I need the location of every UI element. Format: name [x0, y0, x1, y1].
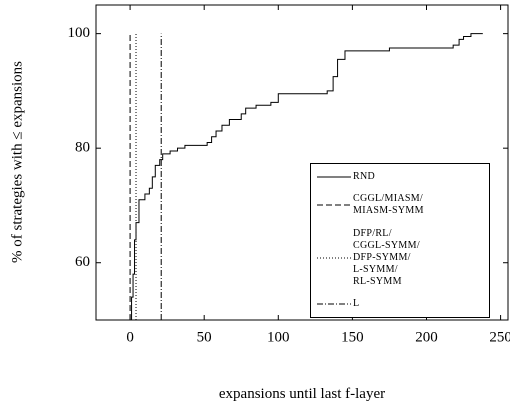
series-line: [130, 33, 483, 321]
x-tick-label: 250: [489, 329, 510, 345]
plot-frame: [95, 4, 509, 321]
legend-item: DFP/RL/ CGGL-SYMM/ DFP-SYMM/ L-SYMM/ RL-…: [311, 228, 489, 288]
x-tick-label: 50: [197, 329, 212, 345]
x-tick-label: 0: [126, 329, 134, 345]
legend-label: CGGL/MIASM/ MIASM-SYMM: [353, 193, 424, 217]
x-tick-label: 100: [267, 329, 290, 345]
x-axis-label: expansions until last f-layer: [219, 386, 385, 402]
legend-item: RND: [311, 171, 489, 183]
legend-item: L: [311, 298, 489, 310]
x-tick-label: 200: [415, 329, 438, 345]
legend-label: L: [353, 297, 360, 309]
legend-item: CGGL/MIASM/ MIASM-SYMM: [311, 193, 489, 217]
legend-swatch: [317, 257, 351, 259]
legend-swatch: [317, 204, 351, 206]
legend-swatch: [317, 176, 351, 178]
y-tick-label: 60: [75, 254, 90, 270]
y-tick-label: 80: [75, 140, 90, 156]
legend-swatch: [317, 303, 351, 305]
x-tick-label: 150: [341, 329, 364, 345]
y-axis-label: % of strategies with ≤ expansions: [9, 61, 25, 263]
legend-label: DFP/RL/ CGGL-SYMM/ DFP-SYMM/ L-SYMM/ RL-…: [353, 227, 420, 287]
legend: RND CGGL/MIASM/ MIASM-SYMM DFP/RL/ CGGL-SY…: [310, 163, 490, 318]
y-tick-label: 100: [68, 25, 91, 41]
legend-label: RND: [353, 171, 376, 183]
